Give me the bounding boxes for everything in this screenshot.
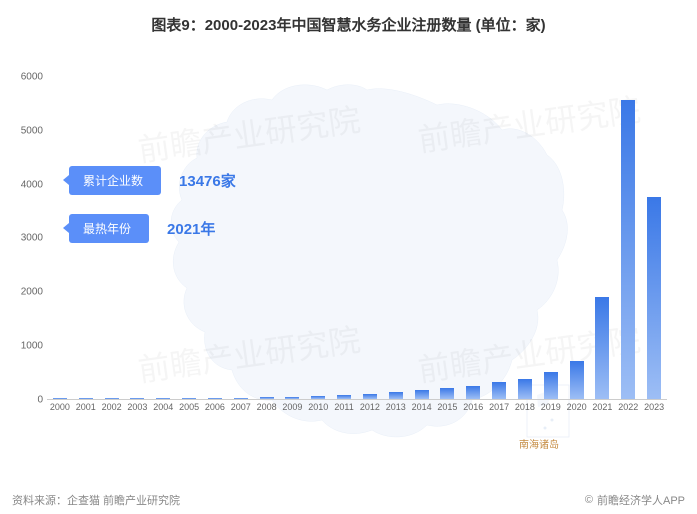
bar (544, 372, 558, 399)
badge-hottest-label: 最热年份 (69, 214, 149, 243)
footer-attribution: © 前瞻经济学人APP (585, 492, 685, 508)
y-tick: 4000 (21, 179, 43, 190)
bar (337, 395, 351, 399)
bar (285, 397, 299, 399)
x-label: 2006 (205, 402, 225, 412)
y-tick: 1000 (21, 341, 43, 352)
x-label: 2012 (360, 402, 380, 412)
bar (260, 397, 274, 399)
footer: 资料来源：企查猫 前瞻产业研究院 © 前瞻经济学人APP (12, 492, 685, 508)
x-label: 2014 (412, 402, 432, 412)
x-label: 2011 (334, 402, 353, 412)
chart-title: 图表9：2000-2023年中国智慧水务企业注册数量 (单位：家) (0, 0, 697, 35)
x-label: 2015 (437, 402, 457, 412)
bar (595, 297, 609, 399)
y-tick: 6000 (21, 71, 43, 82)
badge-total-value: 13476家 (179, 170, 236, 191)
x-label: 2013 (386, 402, 406, 412)
bar (621, 100, 635, 399)
x-label: 2017 (489, 402, 509, 412)
badge-hottest-value: 2021年 (167, 218, 215, 239)
y-tick: 3000 (21, 233, 43, 244)
bar (389, 392, 403, 399)
footer-source: 资料来源：企查猫 前瞻产业研究院 (12, 492, 180, 508)
bar (311, 396, 325, 399)
x-label: 2001 (76, 402, 96, 412)
bar (234, 398, 248, 399)
bar (415, 390, 429, 399)
badge-hottest: 最热年份 2021年 (69, 214, 215, 242)
bar (53, 398, 67, 399)
bar (440, 388, 454, 399)
bar (79, 398, 93, 399)
y-tick: 5000 (21, 125, 43, 136)
x-label: 2005 (179, 402, 199, 412)
copyright-icon: © (585, 494, 593, 506)
x-label: 2007 (231, 402, 251, 412)
x-label: 2023 (644, 402, 664, 412)
bar (518, 379, 532, 399)
bar (570, 361, 584, 399)
y-tick: 2000 (21, 287, 43, 298)
bar (647, 197, 661, 399)
x-label: 2016 (463, 402, 483, 412)
bar (492, 382, 506, 399)
badge-total: 累计企业数 13476家 (69, 166, 236, 194)
chart-area: 前瞻产业研究院 前瞻产业研究院 前瞻产业研究院 前瞻产业研究院 01000200… (47, 50, 667, 450)
bar (156, 398, 170, 399)
x-label: 2004 (153, 402, 173, 412)
x-label: 2009 (282, 402, 302, 412)
badge-total-label: 累计企业数 (69, 166, 161, 195)
y-tick: 0 (37, 395, 43, 406)
y-axis: 0100020003000400050006000 (11, 50, 47, 400)
nanhai-label: 南海诸岛 (519, 436, 559, 451)
bar (105, 398, 119, 399)
bar (466, 386, 480, 399)
bar (363, 394, 377, 399)
x-label: 2010 (308, 402, 328, 412)
x-label: 2008 (257, 402, 277, 412)
bar (182, 398, 196, 399)
x-label: 2003 (127, 402, 147, 412)
x-label: 2002 (102, 402, 122, 412)
x-label: 2021 (592, 402, 612, 412)
x-label: 2000 (50, 402, 70, 412)
x-label: 2018 (515, 402, 535, 412)
bar (208, 398, 222, 399)
bar (130, 398, 144, 399)
x-label: 2022 (618, 402, 638, 412)
x-label: 2020 (567, 402, 587, 412)
x-label: 2019 (541, 402, 561, 412)
